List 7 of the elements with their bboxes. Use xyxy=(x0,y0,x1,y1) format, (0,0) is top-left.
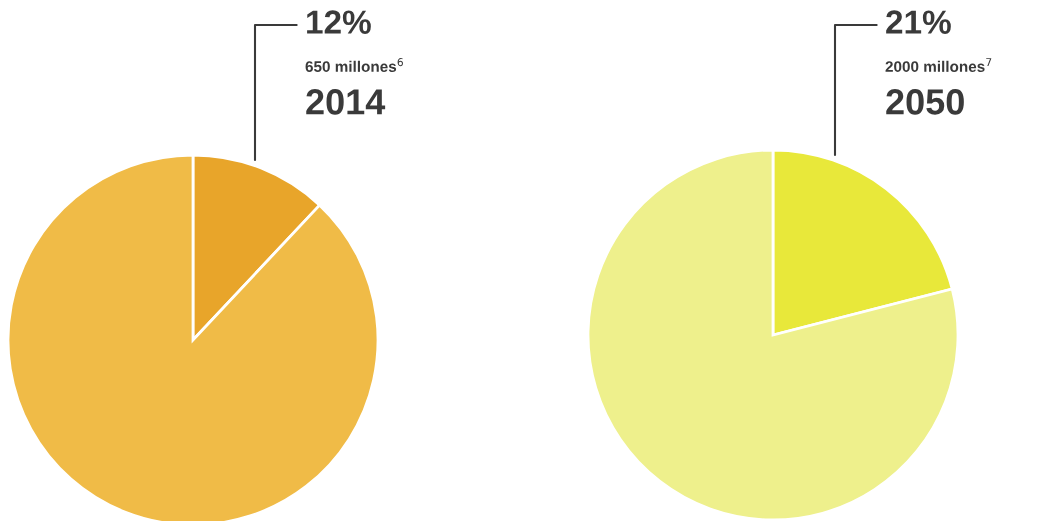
pie-slice xyxy=(586,148,960,521)
text: 2014 xyxy=(306,89,386,115)
text: 21% xyxy=(886,10,951,34)
text: 2050 xyxy=(886,89,964,115)
text: 650 millones$^{6}$ xyxy=(305,58,403,72)
text: 12% xyxy=(307,10,371,34)
text: 2000 millones$^{7}$ xyxy=(885,58,992,72)
